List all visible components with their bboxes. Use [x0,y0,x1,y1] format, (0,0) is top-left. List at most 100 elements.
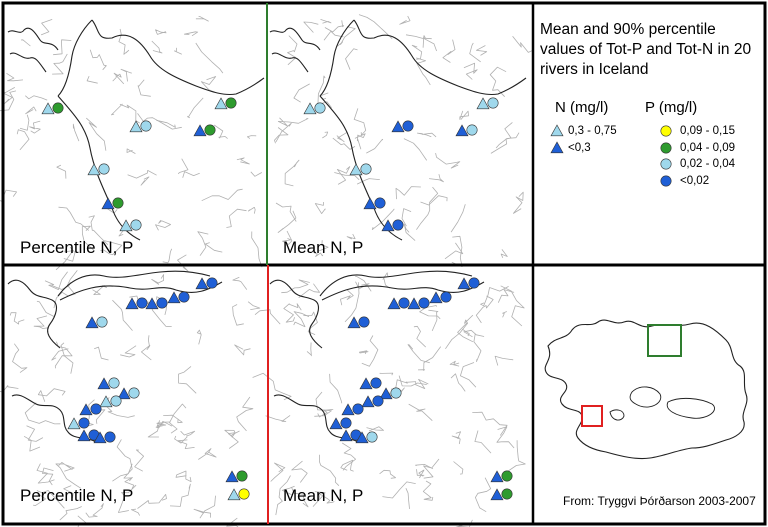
nitrogen-triangle-marker [214,97,228,110]
phosphorus-circle-marker [374,197,386,209]
legend-n-class-label: <0,3 [568,142,591,154]
phosphorus-circle-marker [112,197,124,209]
legend-n-triangle [550,124,564,137]
phosphorus-circle-marker [136,297,148,309]
legend-p-class-label: 0,09 - 0,15 [680,125,735,137]
nitrogen-triangle-marker [429,291,443,304]
phosphorus-circle-marker [110,395,122,407]
nitrogen-triangle-marker [145,297,159,310]
phosphorus-circle-marker [440,291,452,303]
legend-p-heading: P (mg/l) [645,99,698,116]
nitrogen-triangle-marker [117,387,131,400]
phosphorus-circle-marker [128,387,140,399]
iceland-overview-map [544,319,748,460]
nitrogen-triangle-marker [379,387,393,400]
map-panel-south-mean [265,270,526,527]
credit-text: From: Tryggvi Þórðarson 2003-2007 [563,494,756,508]
nitrogen-triangle-marker [41,102,55,115]
map-panel-south-percentile [0,270,292,527]
nitrogen-triangle-marker [339,429,353,442]
panel-label-top-right: Mean N, P [283,238,364,257]
legend-p-circle [660,125,672,137]
phosphorus-circle-marker [392,219,404,231]
panel-label-bottom-right: Mean N, P [283,486,364,505]
legend-symbols [550,124,672,187]
nitrogen-triangle-marker [227,488,241,501]
phosphorus-circle-marker [340,417,352,429]
phosphorus-circle-marker [236,470,248,482]
phosphorus-circle-marker [206,277,218,289]
phosphorus-circle-marker [52,102,64,114]
nitrogen-triangle-marker [407,297,421,310]
nitrogen-triangle-marker [87,163,101,176]
nitrogen-triangle-marker [490,488,504,501]
phosphorus-circle-marker [156,297,168,309]
phosphorus-circle-marker [360,163,372,175]
phosphorus-circle-marker [90,403,102,415]
legend-p-circle [660,142,672,154]
legend-p-class-label: <0,02 [680,175,710,187]
phosphorus-circle-marker [398,297,410,309]
legend-p-circle [660,175,672,187]
phosphorus-circle-marker [402,120,414,132]
phosphorus-circle-marker [501,488,513,500]
nitrogen-triangle-marker [349,163,363,176]
nitrogen-triangle-marker [167,291,181,304]
legend-n-class-label: 0,3 - 0,75 [568,125,617,137]
phosphorus-circle-marker [96,316,108,328]
phosphorus-circle-marker [204,124,216,136]
nitrogen-triangle-marker [93,431,107,444]
phosphorus-circle-marker [370,377,382,389]
nitrogen-triangle-marker [225,470,239,483]
phosphorus-circle-marker [358,316,370,328]
nitrogen-triangle-marker [193,124,207,137]
nitrogen-triangle-marker [355,431,369,444]
phosphorus-circle-marker [487,97,499,109]
nitrogen-triangle-marker [359,377,373,390]
nitrogen-triangle-marker [195,277,209,290]
phosphorus-circle-marker [468,277,480,289]
phosphorus-circle-marker [314,102,326,114]
legend-p-class-label: 0,04 - 0,09 [680,142,735,154]
phosphorus-circle-marker [390,387,402,399]
legend-p-circle [660,158,672,170]
nitrogen-triangle-marker [99,395,113,408]
phosphorus-circle-marker [501,470,513,482]
legend-n-heading: N (mg/l) [555,99,609,116]
nitrogen-triangle-marker [361,395,375,408]
nitrogen-triangle-marker [77,429,91,442]
map-panel-north-mean [269,14,535,267]
phosphorus-circle-marker [418,297,430,309]
nitrogen-triangle-marker [303,102,317,115]
nitrogen-triangle-marker [85,316,99,329]
phosphorus-circle-marker [372,395,384,407]
nitrogen-triangle-marker [457,277,471,290]
nitrogen-triangle-marker [363,197,377,210]
nitrogen-triangle-marker [341,403,355,416]
legend-p-class-label: 0,02 - 0,04 [680,158,735,170]
nitrogen-triangle-marker [119,219,133,232]
nitrogen-triangle-marker [391,120,405,133]
nitrogen-triangle-marker [101,197,115,210]
nitrogen-triangle-marker [125,297,139,310]
phosphorus-circle-marker [78,417,90,429]
nitrogen-triangle-marker [129,120,143,133]
phosphorus-circle-marker [238,488,250,500]
map-panel-north-percentile [0,15,265,272]
nitrogen-triangle-marker [79,403,93,416]
nitrogen-triangle-marker [67,417,81,430]
nitrogen-triangle-marker [387,297,401,310]
nitrogen-triangle-marker [347,316,361,329]
phosphorus-circle-marker [98,163,110,175]
phosphorus-circle-marker [108,377,120,389]
nitrogen-triangle-marker [97,377,111,390]
phosphorus-circle-marker [104,431,116,443]
phosphorus-circle-marker [178,291,190,303]
phosphorus-circle-marker [352,403,364,415]
legend-n-triangle [550,141,564,154]
phosphorus-circle-marker [366,431,378,443]
nitrogen-triangle-marker [455,124,469,137]
nitrogen-triangle-marker [490,470,504,483]
